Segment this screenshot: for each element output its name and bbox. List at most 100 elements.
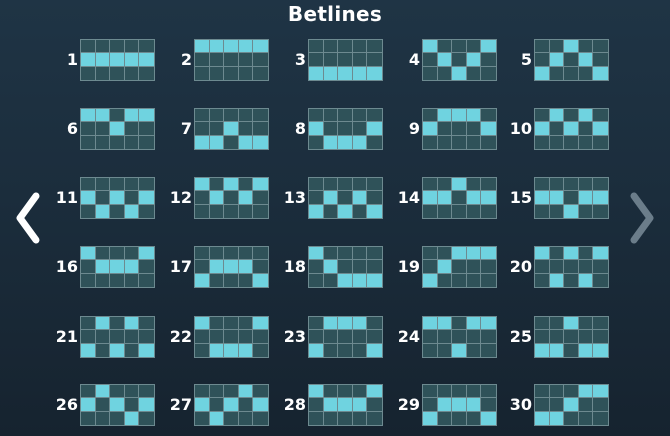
inactive-cell [110,178,125,192]
betline-23: 23 [278,316,388,358]
inactive-cell [124,273,140,287]
active-cell [195,178,210,192]
active-cell [549,53,565,67]
active-cell [110,260,125,274]
inactive-cell [81,122,96,136]
inactive-cell [110,330,125,344]
active-cell [110,122,125,136]
inactive-cell [195,191,210,205]
active-cell [224,40,239,54]
betline-10: 10 [504,108,614,150]
active-cell [535,191,550,205]
betline-pattern [308,39,383,81]
active-cell [437,398,453,412]
inactive-cell [195,109,210,123]
inactive-cell [110,204,125,218]
inactive-cell [253,109,268,123]
inactive-cell [81,40,96,54]
inactive-cell [423,260,438,274]
inactive-cell [139,260,154,274]
inactive-cell [110,385,125,399]
inactive-cell [593,398,608,412]
active-cell [466,53,482,67]
betline-number: 7 [180,119,192,138]
inactive-cell [224,135,239,149]
inactive-cell [593,40,608,54]
inactive-cell [367,317,382,331]
active-cell [466,247,482,261]
inactive-cell [423,385,438,399]
inactive-cell [309,135,324,149]
active-cell [238,40,254,54]
active-cell [209,135,225,149]
inactive-cell [253,53,268,67]
inactive-cell [124,191,140,205]
inactive-cell [238,247,254,261]
inactive-cell [437,122,453,136]
page-title: Betlines [287,2,383,26]
inactive-cell [593,411,608,425]
active-cell [352,317,368,331]
inactive-cell [564,343,579,357]
active-cell [452,109,467,123]
betline-3: 3 [278,39,388,81]
active-cell [367,66,382,80]
inactive-cell [481,343,496,357]
inactive-cell [564,53,579,67]
betline-18: 18 [278,246,388,288]
betline-pattern [80,316,155,358]
betline-11: 11 [50,177,160,219]
active-cell [452,247,467,261]
inactive-cell [578,247,594,261]
active-cell [224,178,239,192]
inactive-cell [593,260,608,274]
active-cell [110,191,125,205]
active-cell [352,66,368,80]
betline-24: 24 [392,316,502,358]
inactive-cell [81,273,96,287]
inactive-cell [238,53,254,67]
inactive-cell [437,247,453,261]
inactive-cell [323,122,339,136]
inactive-cell [564,411,579,425]
inactive-cell [578,317,594,331]
betline-number: 5 [520,50,532,69]
inactive-cell [535,204,550,218]
inactive-cell [481,398,496,412]
betline-pattern [194,316,269,358]
next-page-button[interactable] [622,188,662,248]
inactive-cell [95,411,111,425]
inactive-cell [466,178,482,192]
inactive-cell [593,135,608,149]
inactive-cell [593,204,608,218]
betline-pattern [422,316,497,358]
inactive-cell [564,260,579,274]
active-cell [309,247,324,261]
inactive-cell [352,109,368,123]
betline-pattern [534,316,609,358]
active-cell [323,260,339,274]
inactive-cell [309,398,324,412]
prev-page-button[interactable] [8,188,48,248]
active-cell [367,273,382,287]
inactive-cell [110,40,125,54]
inactive-cell [195,411,210,425]
inactive-cell [437,330,453,344]
inactive-cell [535,135,550,149]
inactive-cell [437,273,453,287]
inactive-cell [423,53,438,67]
inactive-cell [338,247,353,261]
betline-28: 28 [278,384,388,426]
active-cell [209,343,225,357]
inactive-cell [139,178,154,192]
inactive-cell [81,411,96,425]
inactive-cell [95,40,111,54]
betline-pattern [308,246,383,288]
inactive-cell [110,66,125,80]
inactive-cell [535,330,550,344]
betline-20: 20 [504,246,614,288]
betline-8: 8 [278,108,388,150]
chevron-right-icon [630,192,654,244]
inactive-cell [124,40,140,54]
